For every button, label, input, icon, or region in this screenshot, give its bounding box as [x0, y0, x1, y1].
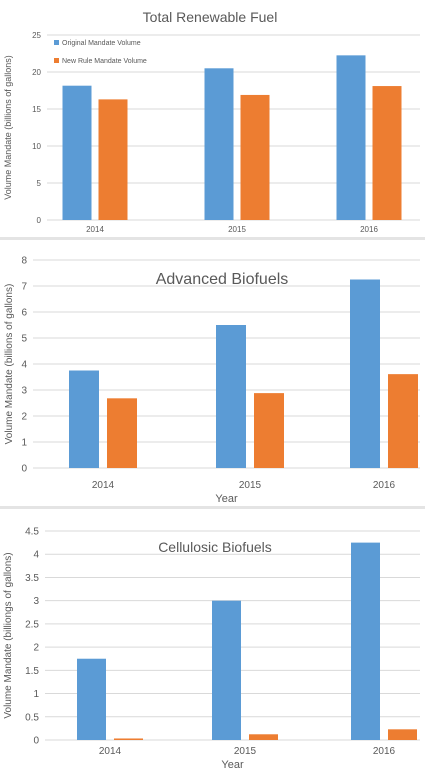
y-tick-label: 25 [32, 31, 41, 40]
y-tick-label: 0 [21, 464, 27, 475]
bar-original-2014 [77, 658, 106, 740]
y-tick-label: 3 [33, 596, 39, 607]
y-tick-label: 7 [21, 282, 27, 293]
y-tick-label: 4 [33, 550, 39, 561]
y-tick-label: 10 [32, 142, 41, 151]
y-tick-label: 5 [37, 179, 42, 188]
legend-swatch-new-rule [54, 58, 59, 63]
bar-original-2015 [212, 600, 241, 740]
y-tick-label: 3.5 [25, 573, 39, 584]
bar-original-2015 [216, 325, 246, 468]
bar-new-rule-2015 [240, 94, 270, 220]
legend-swatch-original [54, 40, 59, 45]
y-tick-label: 2 [33, 643, 39, 654]
bar-original-2016 [336, 55, 366, 220]
x-tick-label: 2015 [239, 480, 262, 491]
x-tick-label: 2014 [92, 480, 115, 491]
x-tick-label: 2015 [234, 746, 257, 757]
y-tick-label: 15 [32, 105, 41, 114]
chart-title: Total Renewable Fuel [143, 9, 278, 25]
y-tick-label: 4 [21, 360, 27, 371]
bar-new-rule-2016 [388, 374, 418, 468]
legend-label-new-rule: New Rule Mandate Volume [62, 58, 147, 65]
y-axis-label: Volume Mandate (billiongs of gallons) [3, 552, 14, 718]
bar-new-rule-2014 [107, 398, 137, 468]
y-tick-label: 8 [21, 256, 27, 267]
bar-original-2016 [351, 542, 380, 740]
bar-original-2016 [350, 279, 380, 468]
x-tick-label: 2014 [99, 746, 122, 757]
y-tick-label: 2 [21, 412, 27, 423]
x-tick-label: 2015 [228, 225, 246, 234]
chart-panel-cellulosic-biofuels: 0 0.5 1 1.5 2 2.5 3 3.5 4 4.5 2014 2015 2016 Cellulos… [0, 510, 425, 773]
chart-total-renewable-fuel: 0 5 10 15 20 25 2014 2015 2016 Total Renewable Fu… [3, 9, 420, 234]
chart-advanced-biofuels: 0 1 2 3 4 5 6 7 8 2014 2015 2016 Advanced Biofuels Vo… [4, 256, 420, 505]
bar-new-rule-2015 [249, 734, 278, 740]
y-tick-label: 2.5 [25, 619, 39, 630]
y-axis-label: Volume Mandate (billions of gallons) [3, 55, 13, 200]
divider [0, 506, 425, 509]
bar-original-2015 [204, 68, 234, 220]
bar-new-rule-2016 [388, 729, 417, 740]
y-tick-label: 5 [21, 334, 27, 345]
bar-new-rule-2014 [98, 99, 128, 220]
chart-title: Cellulosic Biofuels [158, 539, 272, 555]
divider [0, 237, 425, 240]
x-tick-label: 2016 [373, 746, 396, 757]
chart-cellulosic-biofuels: 0 0.5 1 1.5 2 2.5 3 3.5 4 4.5 2014 2015 2016 Cellulos… [3, 527, 420, 771]
x-axis-label: Year [221, 759, 244, 771]
y-tick-label: 1 [33, 689, 39, 700]
y-tick-label: 0.5 [25, 712, 39, 723]
bar-new-rule-2016 [372, 86, 402, 220]
y-tick-label: 20 [32, 68, 41, 77]
legend-label-original: Original Mandate Volume [62, 40, 141, 47]
y-tick-label: 0 [37, 216, 42, 225]
x-axis-label: Year [215, 493, 238, 505]
y-tick-label: 0 [33, 736, 39, 747]
chart-panel-advanced-biofuels: 0 1 2 3 4 5 6 7 8 2014 2015 2016 Advanced Biofuels Vo… [0, 240, 425, 506]
bar-original-2014 [69, 370, 99, 468]
bar-new-rule-2014 [114, 738, 143, 740]
y-tick-label: 3 [21, 386, 27, 397]
bar-new-rule-2015 [254, 393, 284, 468]
y-tick-label: 1.5 [25, 666, 39, 677]
y-tick-label: 6 [21, 308, 27, 319]
chart-panel-total-renewable-fuel: 0 5 10 15 20 25 2014 2015 2016 Total Renewable Fu… [0, 0, 425, 237]
x-tick-label: 2014 [86, 225, 104, 234]
y-tick-label: 1 [21, 438, 27, 449]
bar-original-2014 [62, 85, 92, 220]
y-axis-label: Volume Mandate (billions of gallons) [4, 284, 15, 445]
x-tick-label: 2016 [360, 225, 378, 234]
y-tick-label: 4.5 [25, 527, 39, 538]
x-tick-label: 2016 [373, 480, 396, 491]
chart-title: Advanced Biofuels [156, 271, 289, 288]
